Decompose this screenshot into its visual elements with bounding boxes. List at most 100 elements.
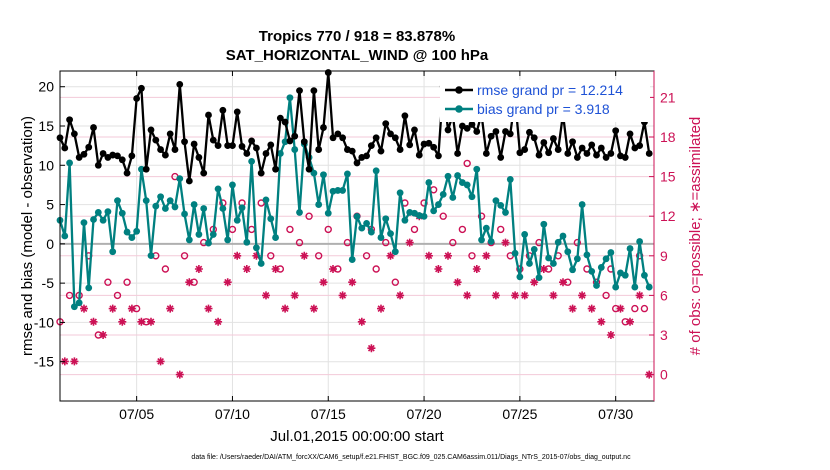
x-tick-label: 07/05 bbox=[119, 406, 154, 422]
rmse-point bbox=[305, 165, 313, 173]
bias-point bbox=[377, 234, 385, 241]
rmse-point bbox=[267, 141, 275, 149]
bias-point bbox=[463, 181, 471, 189]
rmse-point bbox=[166, 130, 174, 138]
bias-point bbox=[401, 216, 409, 224]
y-tick-label: -5 bbox=[42, 275, 55, 291]
obs-possible-series bbox=[56, 159, 649, 339]
obs-assimilated-point bbox=[70, 357, 79, 366]
bias-point bbox=[61, 232, 69, 240]
rmse-point bbox=[229, 142, 236, 150]
bias-point bbox=[109, 248, 117, 256]
bias-point bbox=[324, 209, 332, 217]
bias-point bbox=[353, 212, 361, 220]
rmse-point bbox=[391, 134, 399, 142]
rmse-point bbox=[209, 136, 217, 144]
y2-tick-label: 9 bbox=[660, 248, 668, 264]
bias-point bbox=[482, 224, 490, 232]
bias-point bbox=[569, 266, 576, 274]
rmse-point bbox=[526, 128, 533, 136]
obs-assimilated-point bbox=[80, 304, 88, 313]
bias-point bbox=[607, 249, 615, 256]
bias-point bbox=[478, 236, 485, 244]
obs-assimilated-point bbox=[175, 370, 184, 379]
data-file-footer: data file: /Users/raeder/DAI/ATM_forcXX/… bbox=[191, 454, 631, 461]
rmse-point bbox=[339, 134, 347, 142]
bias-point bbox=[545, 254, 553, 262]
obs-assimilated-point bbox=[281, 304, 290, 313]
obs-assimilated-point bbox=[262, 291, 270, 300]
obs-possible-point bbox=[314, 252, 323, 260]
obs-assimilated-series bbox=[60, 212, 654, 379]
bias-point bbox=[238, 204, 246, 212]
bias-point bbox=[99, 216, 107, 224]
bias-point bbox=[468, 193, 476, 201]
rmse-point bbox=[444, 126, 452, 134]
y-tick-label: -15 bbox=[34, 354, 54, 370]
rmse-point bbox=[506, 130, 514, 138]
obs-possible-point bbox=[573, 238, 582, 247]
bias-point bbox=[511, 249, 519, 257]
x-tick-label: 07/25 bbox=[502, 406, 537, 422]
rmse-point bbox=[578, 144, 586, 152]
bias-point bbox=[253, 244, 260, 252]
y2-axis-label: # of obs: o=possible; ∗=assimilated bbox=[687, 117, 704, 356]
obs-assimilated-point bbox=[147, 317, 155, 326]
obs-assimilated-point bbox=[214, 317, 223, 326]
rmse-point bbox=[276, 114, 284, 122]
obs-assimilated-point bbox=[319, 278, 328, 287]
rmse-point bbox=[411, 126, 418, 134]
bias-point bbox=[166, 197, 174, 205]
bias-point bbox=[176, 175, 184, 183]
rmse-point bbox=[281, 118, 289, 126]
rmse-point bbox=[147, 126, 155, 134]
rmse-point bbox=[114, 152, 121, 160]
bias-point bbox=[540, 220, 548, 228]
rmse-point bbox=[272, 165, 279, 173]
rmse-point bbox=[310, 87, 318, 95]
obs-possible-point bbox=[391, 278, 400, 286]
rmse-point bbox=[348, 147, 356, 155]
bias-point bbox=[181, 210, 188, 218]
rmse-point bbox=[406, 141, 414, 149]
obs-assimilated-point bbox=[434, 265, 443, 273]
rmse-point bbox=[90, 124, 97, 131]
rmse-point bbox=[142, 165, 150, 173]
rmse-point bbox=[401, 112, 409, 120]
rmse-point bbox=[257, 169, 265, 177]
rmse-point bbox=[593, 151, 600, 159]
rmse-point bbox=[583, 150, 591, 157]
y-tick-label: -10 bbox=[34, 314, 54, 330]
bias-point bbox=[492, 197, 500, 205]
bias-point bbox=[573, 255, 581, 263]
bias-point bbox=[593, 282, 600, 289]
bias-point bbox=[157, 193, 164, 201]
rmse-point bbox=[320, 124, 327, 131]
y-axis-left: -15 -10 -5 0 5 10 15 20 bbox=[34, 79, 65, 370]
rmse-point bbox=[219, 106, 227, 114]
x-tick-label: 07/15 bbox=[311, 406, 346, 422]
obs-assimilated-point bbox=[539, 265, 548, 273]
obs-possible-point bbox=[286, 225, 294, 234]
legend-bias-marker bbox=[455, 105, 463, 113]
rmse-point bbox=[200, 169, 208, 177]
rmse-point bbox=[214, 142, 222, 150]
legend-rmse-label: rmse grand pr = 12.214 bbox=[477, 82, 623, 98]
y-tick-label: 15 bbox=[38, 118, 54, 134]
rmse-point bbox=[181, 138, 188, 146]
x-axis: 07/05 07/10 07/15 07/20 07/25 07/30 bbox=[119, 71, 633, 422]
rmse-point bbox=[569, 138, 576, 146]
bias-point bbox=[147, 252, 155, 260]
rmse-point bbox=[487, 132, 495, 140]
y2-tick-label: 18 bbox=[660, 129, 676, 145]
bias-point bbox=[521, 231, 529, 238]
rmse-point bbox=[425, 139, 433, 147]
rmse-point bbox=[468, 121, 476, 128]
obs-possible-point bbox=[161, 265, 170, 273]
bias-point bbox=[358, 224, 366, 232]
obs-assimilated-point bbox=[405, 238, 414, 247]
obs-assimilated-point bbox=[559, 278, 567, 287]
bias-point bbox=[315, 201, 323, 208]
obs-assimilated-point bbox=[511, 291, 520, 300]
legend-rmse-marker bbox=[455, 86, 463, 94]
